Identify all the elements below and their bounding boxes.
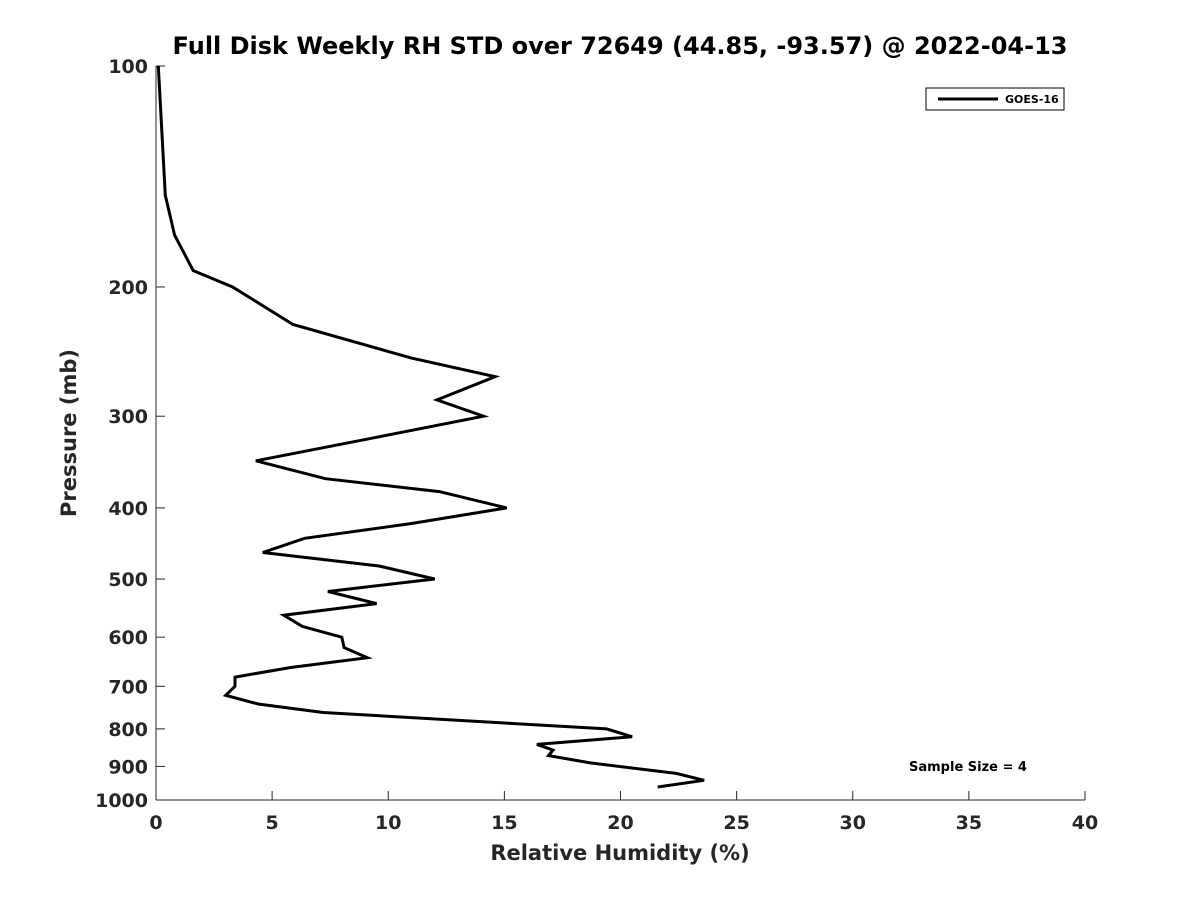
x-tick-label: 30 (840, 812, 866, 834)
y-tick-label: 800 (108, 719, 148, 741)
x-tick-label: 25 (723, 812, 749, 834)
y-tick-label: 200 (108, 277, 148, 299)
series-line-0 (156, 65, 705, 789)
y-tick-label: 300 (108, 406, 148, 428)
plot-axes (155, 66, 1085, 801)
axis-ticks: 0 5 10 15 20 25 30 35 40 100 200 300 400 500 600 700 800… (95, 56, 1098, 834)
y-tick-label: 900 (108, 756, 148, 778)
sample-size-note: Sample Size = 4 (909, 760, 1027, 775)
x-tick-label: 15 (491, 812, 517, 834)
legend-label: GOES-16 (1005, 93, 1059, 106)
y-tick-label: 1000 (95, 790, 148, 812)
chart-title: Full Disk Weekly RH STD over 72649 (44.8… (173, 32, 1068, 60)
x-axis-label: Relative Humidity (%) (490, 841, 749, 865)
x-tick-label: 10 (375, 812, 401, 834)
x-tick-label: 0 (149, 812, 162, 834)
y-tick-label: 700 (108, 676, 148, 698)
y-tick-label: 500 (108, 569, 148, 591)
y-tick-label: 600 (108, 627, 148, 649)
x-tick-label: 35 (956, 812, 982, 834)
x-tick-label: 20 (607, 812, 633, 834)
y-tick-label: 400 (108, 498, 148, 520)
x-tick-label: 5 (266, 812, 279, 834)
y-tick-label: 100 (108, 56, 148, 78)
x-tick-label: 40 (1072, 812, 1098, 834)
y-axis-label: Pressure (mb) (57, 349, 81, 517)
data-series (156, 65, 705, 789)
legend: GOES-16 (925, 87, 1065, 111)
